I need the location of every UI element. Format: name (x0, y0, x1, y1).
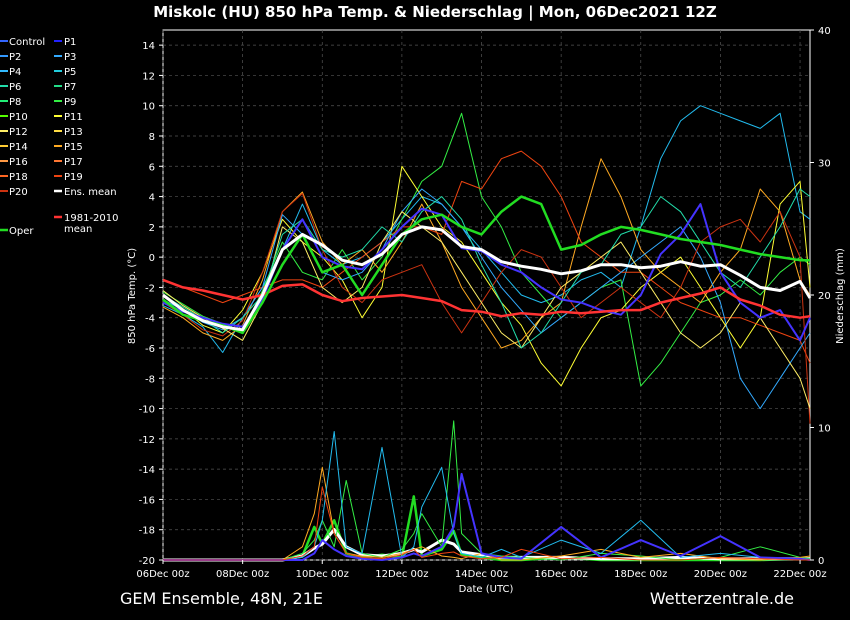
legend-label: P3 (64, 52, 76, 63)
temp-line (162, 193, 811, 424)
y-tick-label: 8 (149, 132, 155, 143)
legend: Control P1 P2 P3 P4 P5 P6 P7 P8 P9 P10 P11 P12 P13 P14… (0, 37, 119, 237)
legend-label: P12 (9, 127, 28, 138)
y-tick-label: -20 (139, 556, 155, 567)
temp-series (162, 105, 812, 424)
y-tick-label: -12 (139, 435, 155, 446)
x-tick-label: 08Dec 00z (216, 569, 269, 580)
legend-label: P13 (64, 127, 83, 138)
temp-line (162, 225, 812, 332)
y2-tick-label: 40 (818, 26, 831, 37)
legend-label: P5 (64, 67, 76, 78)
precip-line (163, 472, 811, 561)
y-tick-label: -10 (139, 405, 155, 416)
y2-tick-label: 0 (818, 556, 824, 567)
temp-line (162, 195, 810, 335)
x-axis-title: Date (UTC) (459, 584, 514, 595)
legend-label: P15 (64, 142, 83, 153)
y2-axis-title: Niederschlag (mm) (835, 248, 846, 344)
legend-label: P7 (64, 82, 76, 93)
footer-model: GEM Ensemble, 48N, 21E (120, 589, 323, 608)
legend-label: P2 (9, 52, 21, 63)
y2-tick-label: 10 (818, 424, 831, 435)
legend-label: P4 (9, 67, 21, 78)
y-tick-label: 0 (149, 253, 155, 264)
legend-label: P17 (64, 157, 83, 168)
x-tick-label: 10Dec 00z (296, 569, 349, 580)
x-tick-label: 06Dec 00z (136, 569, 189, 580)
y-tick-label: 14 (142, 41, 155, 52)
legend-label: Ens. mean (64, 187, 117, 198)
footer-site: Wetterzentrale.de (650, 589, 794, 608)
precip-line (163, 466, 811, 561)
legend-label: Oper (9, 226, 34, 237)
y-tick-label: 2 (149, 223, 155, 234)
y-tick-label: -18 (139, 526, 155, 537)
legend-label: P19 (64, 172, 83, 183)
temp-line (162, 188, 811, 349)
legend-label: P6 (9, 82, 21, 93)
y-tick-label: 4 (149, 193, 155, 204)
precip-series (163, 420, 811, 562)
legend-label: P1 (64, 37, 76, 48)
legend-label: P16 (9, 157, 28, 168)
precip-line (163, 528, 810, 562)
x-tick-label: 14Dec 00z (455, 569, 508, 580)
temp-line (162, 278, 811, 319)
legend-label: 1981-2010 (64, 213, 119, 224)
y-tick-label: 10 (142, 102, 155, 113)
y-tick-label: -4 (145, 314, 155, 325)
y-tick-label: 12 (142, 71, 155, 82)
x-tick-label: 20Dec 00z (694, 569, 747, 580)
y2-tick-label: 30 (818, 159, 831, 170)
y-tick-label: 6 (149, 162, 155, 173)
legend-label: P8 (9, 97, 21, 108)
legend-label: P10 (9, 112, 28, 123)
y-tick-label: -16 (139, 495, 155, 506)
precip-line (163, 431, 811, 561)
x-tick-label: 12Dec 00z (375, 569, 428, 580)
precip-line (163, 486, 810, 561)
legend-label: P14 (9, 142, 28, 153)
y-axis-title: 850 hPa Temp. (°C) (127, 248, 138, 344)
legend-label: Control (9, 37, 45, 48)
y-tick-label: -2 (145, 283, 155, 294)
legend-label: P20 (9, 187, 28, 198)
legend-label: P18 (9, 172, 28, 183)
y-tick-label: -8 (145, 374, 155, 385)
legend-label: mean (64, 224, 92, 235)
chart-title: Miskolc (HU) 850 hPa Temp. & Niederschla… (153, 3, 717, 22)
x-tick-label: 16Dec 00z (535, 569, 588, 580)
legend-label: P11 (64, 112, 83, 123)
legend-label: P9 (64, 97, 76, 108)
x-tick-label: 18Dec 00z (614, 569, 667, 580)
y-tick-label: -14 (139, 465, 155, 476)
temp-line (162, 188, 811, 410)
temp-line (162, 158, 811, 349)
x-tick-label: 22Dec 00z (773, 569, 826, 580)
y2-tick-label: 20 (818, 291, 831, 302)
temp-line (162, 105, 811, 353)
y-tick-label: -6 (145, 344, 155, 355)
axes: 14121086420-2-4-6-8-10-12-14-16-18-2006D… (136, 26, 830, 580)
